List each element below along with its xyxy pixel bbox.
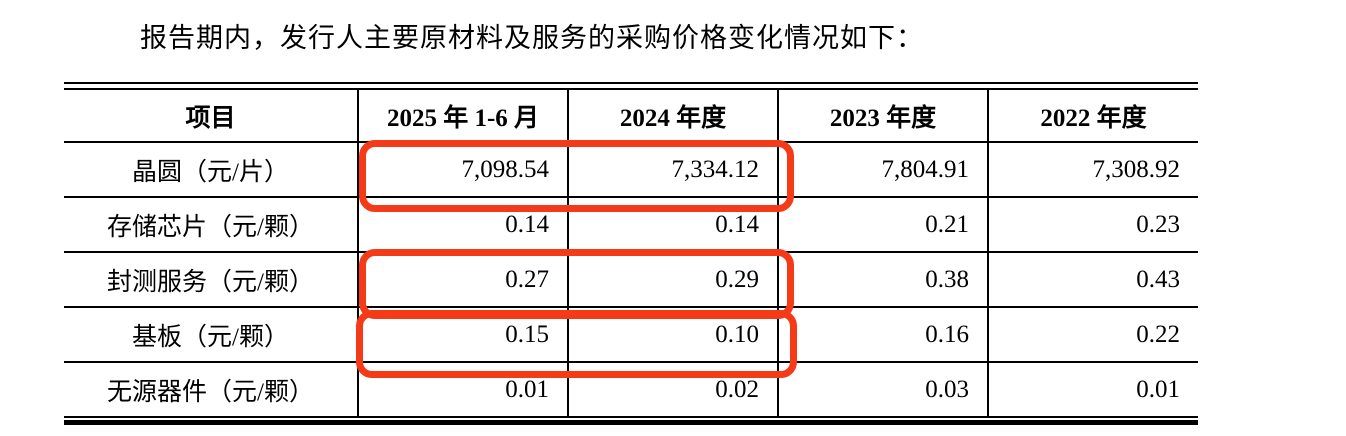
column-header-2024: 2024 年度 (567, 89, 778, 143)
cell-value: 0.03 (777, 362, 988, 418)
price-table-container: 项目 2025 年 1-6 月 2024 年度 2023 年度 2022 年度 … (64, 82, 1198, 425)
cell-value: 0.29 (567, 252, 778, 308)
cell-value: 0.21 (777, 197, 988, 253)
cell-value: 0.38 (777, 252, 988, 308)
table-row-substrate: 基板（元/颗） 0.15 0.10 0.16 0.22 (64, 307, 1198, 363)
cell-value: 0.02 (567, 362, 778, 418)
cell-value: 0.16 (777, 307, 988, 363)
row-label: 无源器件（元/颗） (64, 362, 358, 418)
header-row: 项目 2025 年 1-6 月 2024 年度 2023 年度 2022 年度 (64, 89, 1198, 143)
cell-value: 0.23 (987, 197, 1198, 253)
intro-paragraph: 报告期内，发行人主要原材料及服务的采购价格变化情况如下： (140, 23, 924, 53)
cell-value: 0.43 (987, 252, 1198, 308)
cell-value: 0.14 (357, 197, 568, 253)
column-header-2023: 2023 年度 (777, 89, 988, 143)
cell-value: 7,804.91 (777, 142, 988, 198)
cell-value: 0.22 (987, 307, 1198, 363)
table-row-packaging-testing: 封测服务（元/颗） 0.27 0.29 0.38 0.43 (64, 252, 1198, 308)
cell-value: 0.27 (357, 252, 568, 308)
cell-value: 0.01 (357, 362, 568, 418)
column-header-2025h1: 2025 年 1-6 月 (357, 89, 568, 143)
material-price-table: 项目 2025 年 1-6 月 2024 年度 2023 年度 2022 年度 … (64, 88, 1198, 418)
row-label: 封测服务（元/颗） (64, 252, 358, 308)
table-row-wafer: 晶圆（元/片） 7,098.54 7,334.12 7,804.91 7,308… (64, 142, 1198, 198)
row-label: 存储芯片（元/颗） (64, 197, 358, 253)
row-label: 基板（元/颗） (64, 307, 358, 363)
cell-value: 7,098.54 (357, 142, 568, 198)
cell-value: 0.01 (987, 362, 1198, 418)
cell-value: 0.15 (357, 307, 568, 363)
row-label: 晶圆（元/片） (64, 142, 358, 198)
column-header-item: 项目 (64, 89, 358, 143)
table-row-passive-components: 无源器件（元/颗） 0.01 0.02 0.03 0.01 (64, 362, 1198, 418)
cell-value: 7,308.92 (987, 142, 1198, 198)
table-row-memory-chip: 存储芯片（元/颗） 0.14 0.14 0.21 0.23 (64, 197, 1198, 253)
cell-value: 0.14 (567, 197, 778, 253)
cell-value: 0.10 (567, 307, 778, 363)
column-header-2022: 2022 年度 (987, 89, 1198, 143)
cell-value: 7,334.12 (567, 142, 778, 198)
